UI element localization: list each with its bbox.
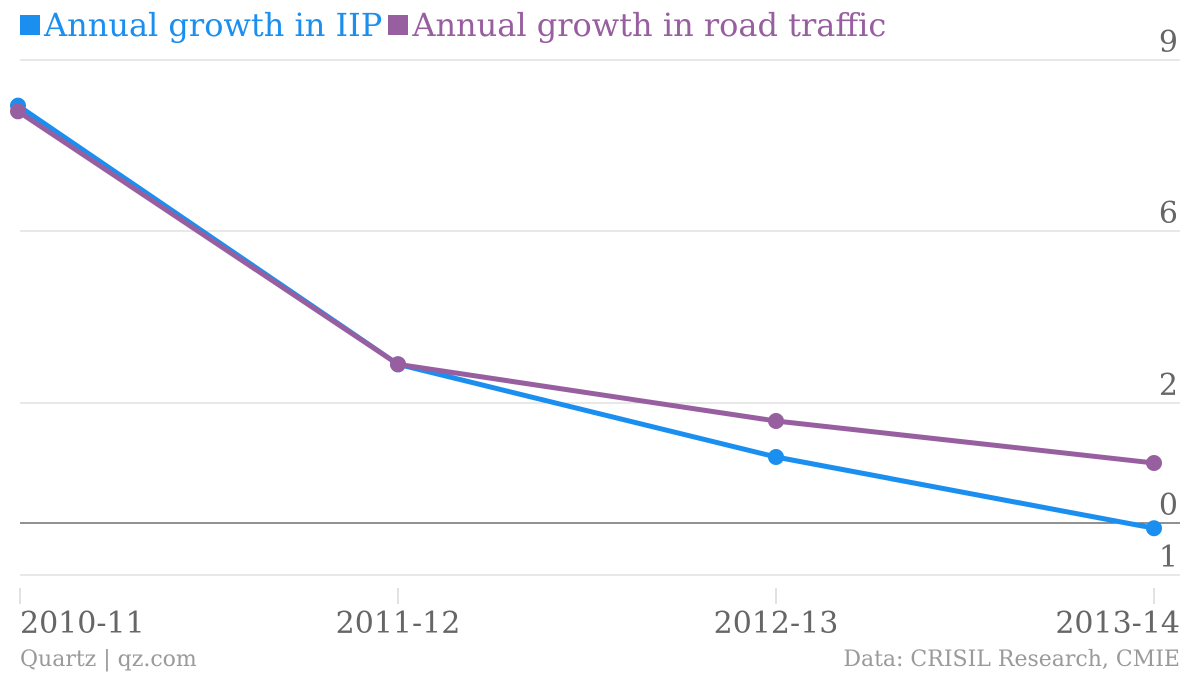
data-point-road-traffic[interactable] <box>1146 455 1162 471</box>
y-tick-label: 6 <box>1159 196 1178 231</box>
x-tick-label: 2012-13 <box>714 606 839 641</box>
x-tick-label: 2013-14 <box>1055 606 1180 641</box>
y-tick-label: 0 <box>1159 488 1178 523</box>
series-lines <box>10 97 1162 537</box>
data-point-road-traffic[interactable] <box>10 103 26 120</box>
legend-label-road-traffic: Annual growth in road traffic <box>412 6 887 44</box>
series-line-road-traffic <box>15 108 1157 466</box>
data-point-road-traffic[interactable] <box>390 356 406 373</box>
y-tick-label: 2 <box>1159 368 1178 403</box>
y-tick-label: 9 <box>1159 25 1178 60</box>
footer-credit[interactable]: Quartz | qz.com <box>20 647 197 672</box>
series-line-iip <box>15 103 1157 531</box>
x-tick-label: 2011-12 <box>336 606 461 641</box>
legend-item-iip: Annual growth in IIP <box>20 4 382 46</box>
y-tick-label: 1 <box>1159 540 1178 575</box>
legend-label-iip: Annual growth in IIP <box>44 6 383 44</box>
legend-swatch-iip <box>20 15 40 35</box>
x-axis-ticks: 2010-11 2011-12 2012-13 2013-14 <box>19 588 1180 641</box>
legend: Annual growth in IIP Annual growth in ro… <box>20 4 892 46</box>
x-tick-label: 2010-11 <box>20 606 145 641</box>
y-axis-ticks: 9 6 2 0 1 <box>1159 25 1178 575</box>
footer-source: Data: CRISIL Research, CMIE <box>843 647 1180 672</box>
legend-swatch-road-traffic <box>388 15 409 35</box>
data-point-iip[interactable] <box>768 449 784 465</box>
legend-item-road-traffic: Annual growth in road traffic <box>388 4 886 46</box>
data-point-road-traffic[interactable] <box>768 413 784 429</box>
gridlines <box>20 59 1180 576</box>
data-point-iip[interactable] <box>1146 520 1162 537</box>
